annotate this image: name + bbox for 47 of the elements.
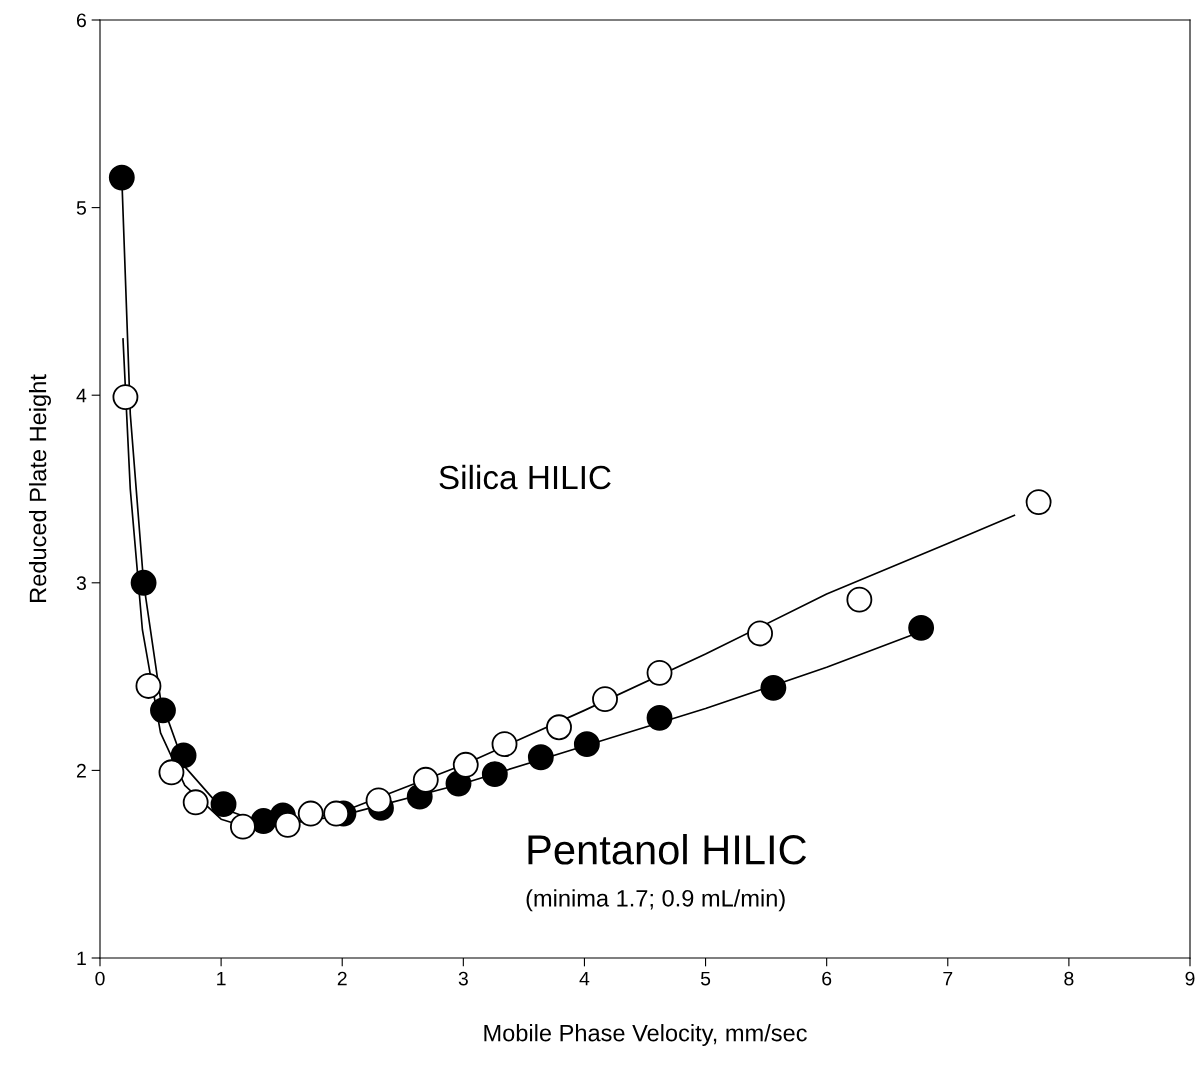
x-tick-label: 9	[1185, 971, 1195, 986]
annotation: Silica HILIC	[439, 464, 611, 490]
point	[182, 789, 209, 816]
annotation: (minima 1.7; 0.9 mL/min)	[526, 889, 785, 912]
x-tick-label: 4	[579, 971, 590, 986]
x-tick-label: 5	[700, 971, 711, 986]
point	[527, 744, 554, 771]
point	[229, 813, 256, 840]
point	[135, 673, 162, 699]
point	[150, 697, 176, 724]
point	[573, 731, 600, 758]
point	[170, 742, 197, 769]
x-tick-label: 6	[822, 971, 832, 986]
point	[747, 620, 773, 647]
point	[323, 800, 350, 827]
y-tick-label: 5	[76, 201, 86, 215]
x-tick-label: 8	[1064, 971, 1074, 986]
point	[297, 800, 324, 827]
y-tick-label: 4	[76, 388, 87, 403]
point	[592, 686, 618, 713]
point	[646, 704, 673, 731]
y-tick-label: 2	[76, 763, 86, 778]
point	[491, 731, 518, 758]
annotation: Pentanol HILIC	[528, 834, 807, 865]
x-tick-label: 3	[458, 971, 468, 986]
y-tick-label: 6	[76, 13, 86, 28]
y-axis-title: Reduced Plate Height	[28, 374, 51, 602]
point	[546, 714, 572, 741]
y-tick-label: 1	[77, 951, 86, 966]
point	[412, 766, 439, 793]
point	[365, 787, 392, 814]
point	[108, 164, 135, 191]
point	[112, 384, 139, 411]
x-tick-label: 7	[943, 971, 953, 986]
x-tick-label: 2	[337, 971, 347, 986]
point	[760, 674, 787, 701]
x-tick-label: 1	[217, 971, 226, 986]
point	[130, 569, 157, 596]
x-axis-title: Mobile Phase Velocity, mm/sec	[484, 1024, 807, 1047]
point	[274, 811, 301, 838]
point	[646, 659, 673, 686]
y-tick-label: 3	[76, 576, 86, 591]
point	[210, 791, 237, 818]
point	[452, 751, 479, 778]
point	[908, 614, 935, 641]
point	[481, 761, 508, 788]
x-tick-label: 0	[95, 971, 105, 986]
